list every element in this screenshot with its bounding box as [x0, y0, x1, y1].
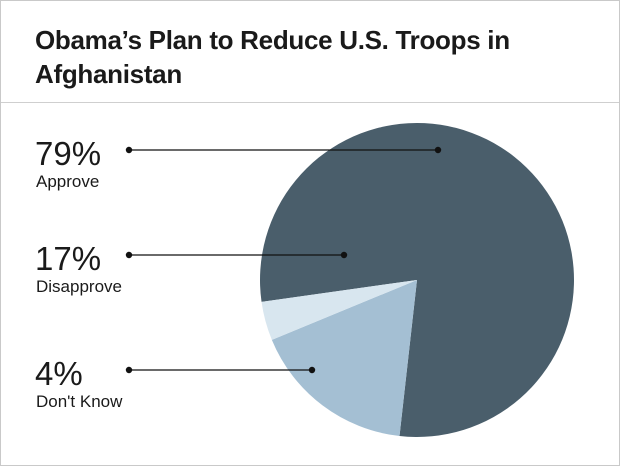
slice-label-approve: Approve	[36, 172, 99, 191]
leader-end-dot-don-t-know	[308, 366, 316, 374]
leader-start-dot-don-t-know	[125, 366, 133, 374]
leader-start-dot-disapprove	[125, 251, 133, 259]
title-divider	[1, 102, 619, 103]
pie-slice-disapprove	[271, 280, 417, 437]
slice-label-disapprove: Disapprove	[36, 277, 122, 296]
slice-percent-approve: 79%	[35, 135, 101, 172]
slice-percent-don-t-know: 4%	[35, 355, 83, 392]
leader-end-dot-disapprove	[340, 251, 348, 259]
chart-title: Obama’s Plan to Reduce U.S. Troops in Af…	[35, 25, 510, 89]
pie-slice-approve	[260, 122, 575, 437]
slice-percent-disapprove: 17%	[35, 240, 101, 277]
leader-start-dot-approve	[125, 146, 133, 154]
slice-label-don-t-know: Don't Know	[36, 392, 123, 411]
pie-slice-don-t-know	[261, 280, 417, 340]
leader-end-dot-approve	[434, 146, 442, 154]
